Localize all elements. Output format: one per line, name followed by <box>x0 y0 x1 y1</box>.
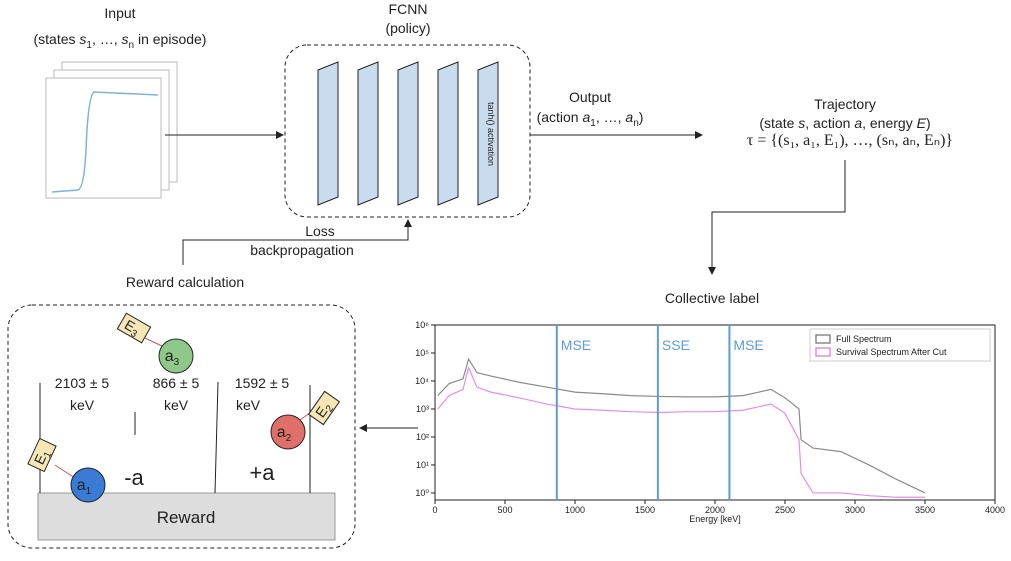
action-a2: E2 a2 <box>271 391 341 449</box>
x-tick-label: 1500 <box>635 505 655 515</box>
window-value: 1592 ± 5 <box>235 375 290 391</box>
output-caption: (action a1, …, an) <box>537 109 644 129</box>
cut-label: MSE <box>561 337 591 353</box>
legend-label: Survival Spectrum After Cut <box>836 347 947 357</box>
diagram: Input (states s1, …, sn in episode) FCNN… <box>0 0 1011 556</box>
window-unit: keV <box>70 397 95 413</box>
label-title: Collective label <box>665 290 759 306</box>
loss-title: Loss <box>305 223 335 239</box>
output-title: Output <box>569 89 611 105</box>
y-tick-label: 10¹ <box>416 460 429 470</box>
trajectory-formula: τ = {(s₁, a₁, E₁), …, (sₙ, aₙ, Eₙ)} <box>747 132 953 149</box>
policy-title: FCNN <box>389 1 428 17</box>
spectrum-line <box>438 359 925 493</box>
sign: +a <box>249 460 275 485</box>
window-unit: keV <box>164 397 189 413</box>
trajectory-caption: (state s, action a, energy E) <box>759 115 930 131</box>
loss-subtitle: backpropagation <box>250 242 354 258</box>
input-title: Input <box>104 5 135 21</box>
y-tick-label: 10⁵ <box>415 348 429 358</box>
arrow <box>712 160 845 274</box>
trajectory-title: Trajectory <box>814 96 876 112</box>
x-tick-label: 0 <box>432 505 437 515</box>
y-tick-label: 10⁰ <box>415 488 429 498</box>
cut-label: MSE <box>733 337 763 353</box>
spectrum-line <box>438 368 925 498</box>
x-tick-label: 3000 <box>845 505 865 515</box>
x-tick-label: 2500 <box>775 505 795 515</box>
layers <box>318 62 498 205</box>
window-unit: keV <box>236 397 261 413</box>
input-stack <box>46 62 177 198</box>
input-caption: (states s1, …, sn in episode) <box>34 31 207 51</box>
x-tick-label: 4000 <box>985 505 1005 515</box>
window-value: 2103 ± 5 <box>55 375 110 391</box>
policy-subtitle: (policy) <box>385 20 430 36</box>
y-tick-label: 10² <box>416 432 429 442</box>
x-tick-label: 1000 <box>565 505 585 515</box>
x-tick-label: 500 <box>497 505 512 515</box>
sign: -a <box>124 465 144 490</box>
reward-label: Reward <box>157 508 216 527</box>
legend-label: Full Spectrum <box>836 334 892 344</box>
cut-label: SSE <box>662 337 690 353</box>
y-tick-label: 10⁶ <box>415 320 429 330</box>
activation-label: tanh() activation <box>486 102 496 166</box>
action-a3: E3 a3 <box>116 313 193 373</box>
action-a1: E1 a1 <box>28 439 105 502</box>
x-axis-label: Energy [keV] <box>689 514 741 524</box>
reward-title: Reward calculation <box>126 274 244 290</box>
window-value: 866 ± 5 <box>153 375 200 391</box>
y-tick-label: 10⁴ <box>415 376 429 386</box>
y-tick-label: 10³ <box>416 404 429 414</box>
x-tick-label: 3500 <box>915 505 935 515</box>
